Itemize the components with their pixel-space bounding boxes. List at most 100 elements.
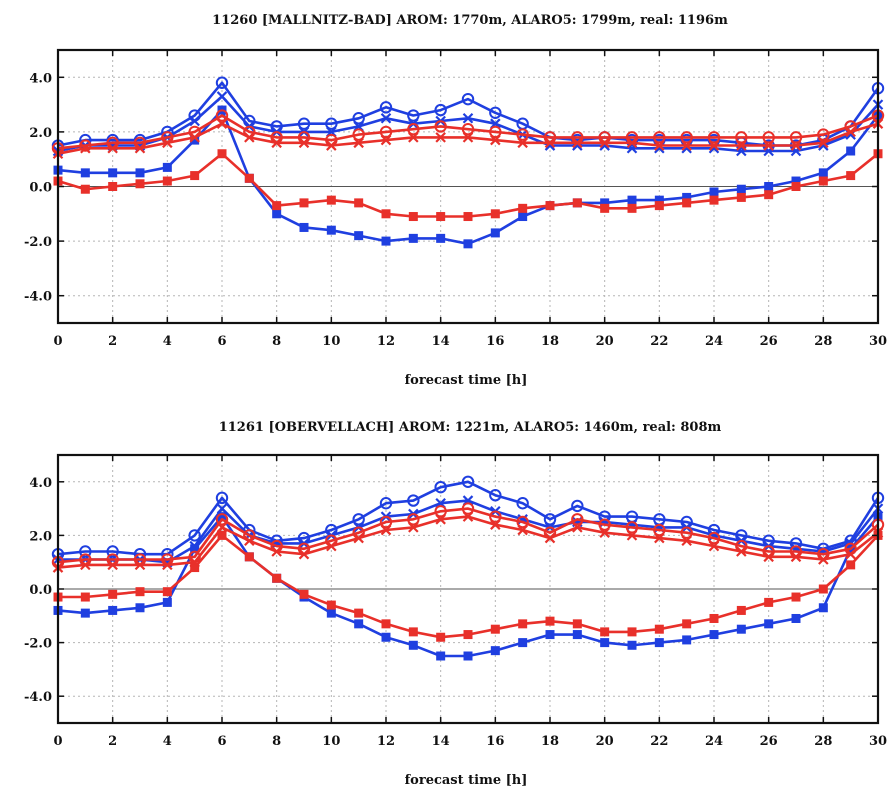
x-tick-label: 22 [650, 734, 668, 749]
data-point-circle [735, 131, 748, 144]
data-point-circle [297, 117, 311, 130]
data-point-circle [543, 513, 557, 526]
data-point-circle [215, 513, 229, 526]
data-point-square [682, 198, 692, 208]
data-point-cross [462, 511, 474, 522]
data-point-square [518, 203, 528, 213]
x-axis-label: forecast time [h] [405, 373, 528, 388]
data-point-cross [216, 522, 228, 533]
data-point-square [80, 608, 90, 618]
data-point-square [135, 179, 145, 189]
data-point-square [600, 198, 610, 208]
x-tick-label: 28 [814, 334, 832, 349]
data-point-square [846, 146, 856, 156]
data-point-square [600, 638, 610, 648]
data-point-square [463, 239, 473, 249]
data-point-square [463, 651, 473, 661]
data-point-square [736, 624, 746, 634]
x-tick-label: 0 [53, 334, 62, 349]
x-tick-label: 18 [541, 334, 559, 349]
data-point-square [846, 171, 856, 181]
y-tick-label: -4.0 [24, 290, 52, 305]
x-tick-label: 6 [217, 334, 226, 349]
data-point-circle [379, 497, 393, 510]
data-point-square [818, 584, 828, 594]
data-point-square [354, 619, 364, 629]
data-point-cross [216, 118, 228, 129]
data-point-square [299, 589, 309, 599]
data-point-square [299, 198, 309, 208]
data-point-circle [79, 139, 92, 152]
x-tick-label: 14 [432, 334, 450, 349]
data-point-cross [818, 554, 829, 565]
x-tick-label: 4 [163, 334, 172, 349]
series-cross-blue [52, 495, 884, 568]
data-point-square [791, 182, 801, 191]
data-point-square [162, 162, 172, 172]
data-point-circle [188, 529, 201, 542]
data-point-square [108, 168, 118, 178]
data-point-cross [845, 548, 856, 560]
data-point-square [600, 203, 610, 213]
data-point-cross [845, 126, 856, 138]
x-tick-label: 24 [705, 334, 723, 349]
data-point-square [545, 201, 555, 211]
data-point-square [709, 630, 719, 640]
data-point-cross [353, 532, 364, 544]
data-point-cross [162, 559, 173, 571]
data-point-circle [461, 92, 475, 106]
x-tick-label: 10 [322, 334, 340, 349]
data-point-circle [571, 513, 584, 526]
x-tick-label: 4 [163, 734, 172, 749]
y-tick-label: -4.0 [24, 690, 52, 705]
data-point-circle [379, 125, 393, 139]
data-point-circle [352, 112, 365, 125]
data-point-square [736, 184, 746, 194]
data-point-square [654, 638, 664, 648]
series-cross-red [52, 118, 884, 160]
data-point-cross [763, 551, 774, 563]
series-cross-blue [52, 91, 884, 157]
data-point-circle [461, 122, 475, 136]
x-tick-label: 26 [760, 734, 778, 749]
y-tick-label: 4.0 [29, 71, 52, 86]
data-point-cross [818, 137, 829, 149]
data-point-cross [380, 112, 392, 124]
data-point-cross [271, 546, 282, 557]
y-tick-label: -2.0 [24, 637, 52, 652]
data-point-square [709, 195, 719, 205]
data-point-circle [461, 475, 475, 488]
data-point-square [490, 624, 500, 634]
x-tick-label: 8 [272, 334, 281, 349]
data-point-cross [271, 137, 282, 149]
data-point-circle [680, 131, 693, 144]
data-point-cross [107, 143, 118, 154]
data-point-square [436, 651, 446, 661]
data-point-square [518, 212, 528, 222]
data-point-cross [435, 514, 446, 525]
x-tick-label: 16 [486, 334, 504, 349]
data-point-circle [516, 515, 529, 529]
data-point-cross [544, 532, 556, 544]
data-point-square [190, 171, 200, 181]
data-point-square [80, 592, 90, 602]
data-point-cross [80, 143, 91, 154]
data-point-cross [626, 530, 638, 541]
data-point-cross [626, 137, 638, 149]
data-point-cross [380, 134, 392, 146]
data-point-square [545, 630, 555, 640]
data-point-square [709, 187, 719, 197]
data-point-circle [817, 128, 830, 141]
chart-title: 11260 [MALLNITZ-BAD] AROM: 1770m, ALARO5… [212, 13, 728, 28]
data-point-circle [653, 131, 666, 144]
data-point-circle [352, 128, 365, 141]
data-point-square [108, 182, 118, 191]
series-circle-red [51, 502, 885, 569]
data-point-square [627, 627, 637, 637]
data-point-circle [489, 106, 502, 119]
data-point-cross [435, 132, 446, 143]
series-line [57, 114, 879, 150]
series-square-red [53, 530, 883, 642]
data-point-square [108, 589, 118, 599]
